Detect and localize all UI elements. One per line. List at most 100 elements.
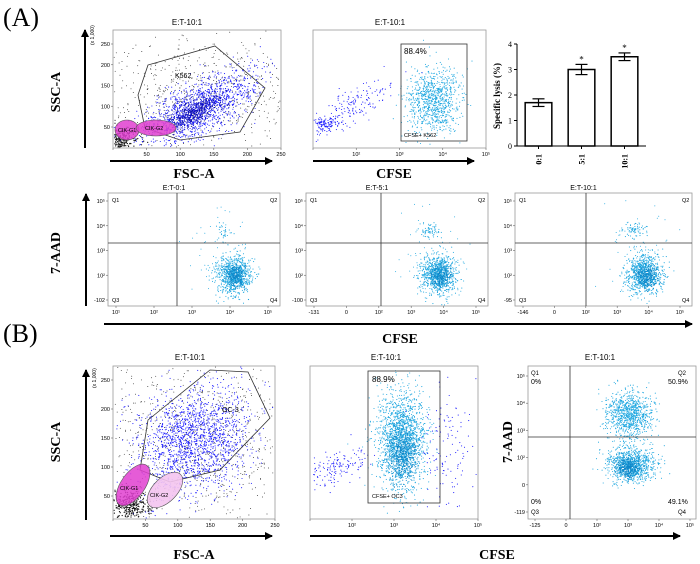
b-gate-cik-g2-label: CIK-G2 xyxy=(150,493,168,499)
a-cfse-gate xyxy=(400,43,468,142)
b-cfse-x-tick: 10⁴ xyxy=(432,522,441,529)
b-q2-percent: 50.9% xyxy=(668,379,688,386)
a-7aad-plot-x-tick: 10³ xyxy=(407,310,415,316)
a-fsc-label: FSC-A xyxy=(173,167,215,182)
b-ssc-y-tick: 100 xyxy=(101,465,110,471)
a-7aad-plot-y-tick: 10⁴ xyxy=(504,223,513,230)
a-cfse-x-tick: 10³ xyxy=(396,152,404,158)
a-7aad-plot-y-tick: 10⁴ xyxy=(97,223,106,230)
gate-k562 xyxy=(137,45,266,141)
a-cfse-x-tick: 10² xyxy=(352,152,360,158)
a-7aad-plot-3: E:T-10:1 Q1 Q2 Q3 Q4 -146 0 10² 10³ 10⁴ 10⁵ 10⁵ 10⁴ 1… xyxy=(504,185,693,316)
a-7aad-plot-y-tick: 10⁵ xyxy=(97,198,105,205)
a-7aad-plot-x-tick: 0 xyxy=(345,310,348,316)
b-7aad-y-tick: -119 xyxy=(514,510,525,516)
a-fsc-ssc-title: E:T-10:1 xyxy=(172,18,203,27)
a-7aad-plot-x-tick: 10⁴ xyxy=(439,309,448,316)
b-fsc-ssc-ticks: 50 100 150 200 250 250 200 150 100 50 xyxy=(101,378,280,529)
panel-label-a: (A) xyxy=(3,3,39,32)
b-cfse-title: E:T-10:1 xyxy=(371,353,402,362)
b-fsc-x-tick: 100 xyxy=(173,523,182,529)
b-q3-percent: 0% xyxy=(531,499,541,506)
b-7aad-label: 7-AAD xyxy=(501,421,516,463)
a-7aad-label: 7-AAD xyxy=(49,232,64,274)
b-q1-label: Q1 xyxy=(531,371,540,377)
gate-k562-label: K562 xyxy=(175,73,191,80)
a-7aad-plot-x-tick: 10⁵ xyxy=(676,309,684,316)
a-7aad-quadrant-label: Q2 xyxy=(270,198,277,204)
b-ssc-y-tick: 200 xyxy=(101,407,110,413)
a-7aad-plot-frame xyxy=(107,192,281,307)
a-fsc-ssc-plot: E:T-10:1 (x 1,000) K562 CIK-G1 CIK-G2 50… xyxy=(49,18,286,182)
gate-oc3-label: OC-3 xyxy=(222,407,239,414)
b-fsc-ssc-title: E:T-10:1 xyxy=(175,353,206,362)
b-cfse-label: CFSE xyxy=(479,548,515,563)
a-7aad-plot-y-tick: 10⁴ xyxy=(295,223,304,230)
a-fsc-x-tick: 50 xyxy=(144,152,150,158)
bar-significance: * xyxy=(579,54,584,64)
a-7aad-plot-y-tick: -100 xyxy=(292,298,303,304)
b-q4-percent: 49.1% xyxy=(668,499,688,506)
a-7aad-quadrant-label: Q1 xyxy=(112,198,119,204)
a-7aad-plot-x-tick: 10¹ xyxy=(112,310,120,316)
bar-y-tick: 4 xyxy=(508,40,512,49)
a-7aad-plot-y-tick: 10⁵ xyxy=(295,198,303,205)
a-cfse-scatter xyxy=(313,39,473,145)
a-7aad-quadrant-label: Q4 xyxy=(682,298,689,304)
b-7aad-y-tick: 10⁵ xyxy=(517,373,525,380)
a-cfse-gate-label: CFSE+ K562 xyxy=(404,133,436,139)
a-fsc-ssc-unit: (x 1,000) xyxy=(90,25,96,45)
b-cfse-x-tick: 10⁵ xyxy=(474,522,482,529)
b-cfse-gate xyxy=(367,370,441,504)
gate-cik-g1-label: CIK-G1 xyxy=(118,128,136,134)
gate-cik-g2 xyxy=(135,119,177,137)
b-7aad-frame xyxy=(527,365,697,520)
b-fsc-ssc-plot: E:T-10:1 (x 1,000) OC-3 CIK-G1 CIK-G2 50… xyxy=(49,353,280,563)
bar-y-tick: 0 xyxy=(508,142,512,151)
b-fsc-ssc-oc3-population xyxy=(116,366,274,519)
b-7aad-title: E:T-10:1 xyxy=(585,353,616,362)
b-ssc-y-tick: 50 xyxy=(104,494,110,500)
a-7aad-live-core xyxy=(633,261,661,293)
b-7aad-x-tick: 10⁴ xyxy=(655,522,664,529)
a-7aad-scattered-cells xyxy=(179,206,251,300)
b-fsc-x-tick: 50 xyxy=(142,523,148,529)
a-7aad-quadrant-label: Q1 xyxy=(519,198,526,204)
a-7aad-plot-x-tick: -131 xyxy=(308,310,319,316)
a-fsc-x-tick: 150 xyxy=(209,152,218,158)
a-7aad-plot-y-tick: 10² xyxy=(295,273,303,279)
a-7aad-plot-x-tick: 10³ xyxy=(613,310,621,316)
a-cfse-gate-plot: E:T-10:1 88.4% CFSE+ K562 10² 10³ 10⁴ 10⁵ C… xyxy=(312,18,490,182)
a-7aad-plot-x-tick: 10⁴ xyxy=(226,309,235,316)
a-7aad-quadrant-label: Q1 xyxy=(310,198,317,204)
b-cfse-gate-plot: E:T-10:1 88.9% CFSE+ OC3 10² 10³ 10⁴ 10⁵ CF… xyxy=(309,353,681,563)
a-7aad-plot-title: E:T-0:1 xyxy=(163,185,186,192)
b-gate-cik-g1-label: CIK-G1 xyxy=(120,486,138,492)
a-fsc-ssc-k562-core xyxy=(152,81,236,137)
a-7aad-plot-x-tick: -146 xyxy=(517,310,528,316)
b-cfse-x-tick: 10³ xyxy=(390,523,398,529)
a-cfse-positive-population xyxy=(392,39,473,145)
gate-cik-g2-label: CIK-G2 xyxy=(145,126,163,132)
b-7aad-y-tick: 10³ xyxy=(517,428,525,434)
bar-ylabel: Specific lysis (%) xyxy=(492,63,502,129)
b-gate-cik-g1 xyxy=(115,463,151,507)
a-7aad-plot-y-tick: -102 xyxy=(94,298,105,304)
b-7aad-y-tick: 10² xyxy=(517,456,525,462)
a-7aad-live-core xyxy=(423,260,457,294)
a-row2-cfse-label: CFSE xyxy=(382,332,418,347)
b-cfse-core xyxy=(381,414,423,490)
a-7aad-quadrant-label: Q2 xyxy=(478,198,485,204)
b-fsc-ssc-unit: (x 1,000) xyxy=(92,368,98,388)
b-q2-label: Q2 xyxy=(678,371,687,377)
a-ssc-y-tick: 100 xyxy=(101,104,110,110)
b-7aad-x-tick: -125 xyxy=(529,523,540,529)
panel-label-b: (B) xyxy=(3,319,38,348)
b-ssc-y-tick: 150 xyxy=(101,436,110,442)
a-7aad-plot-title: E:T-5:1 xyxy=(366,185,389,192)
a-7aad-plot-y-tick: 10³ xyxy=(504,249,512,255)
a-fsc-ssc-ticks: 50 100 150 200 250 250 200 150 100 50 xyxy=(101,42,286,158)
bar-significance: * xyxy=(622,43,627,53)
bar-category-label: 5:1 xyxy=(578,154,587,165)
bar xyxy=(567,68,596,147)
